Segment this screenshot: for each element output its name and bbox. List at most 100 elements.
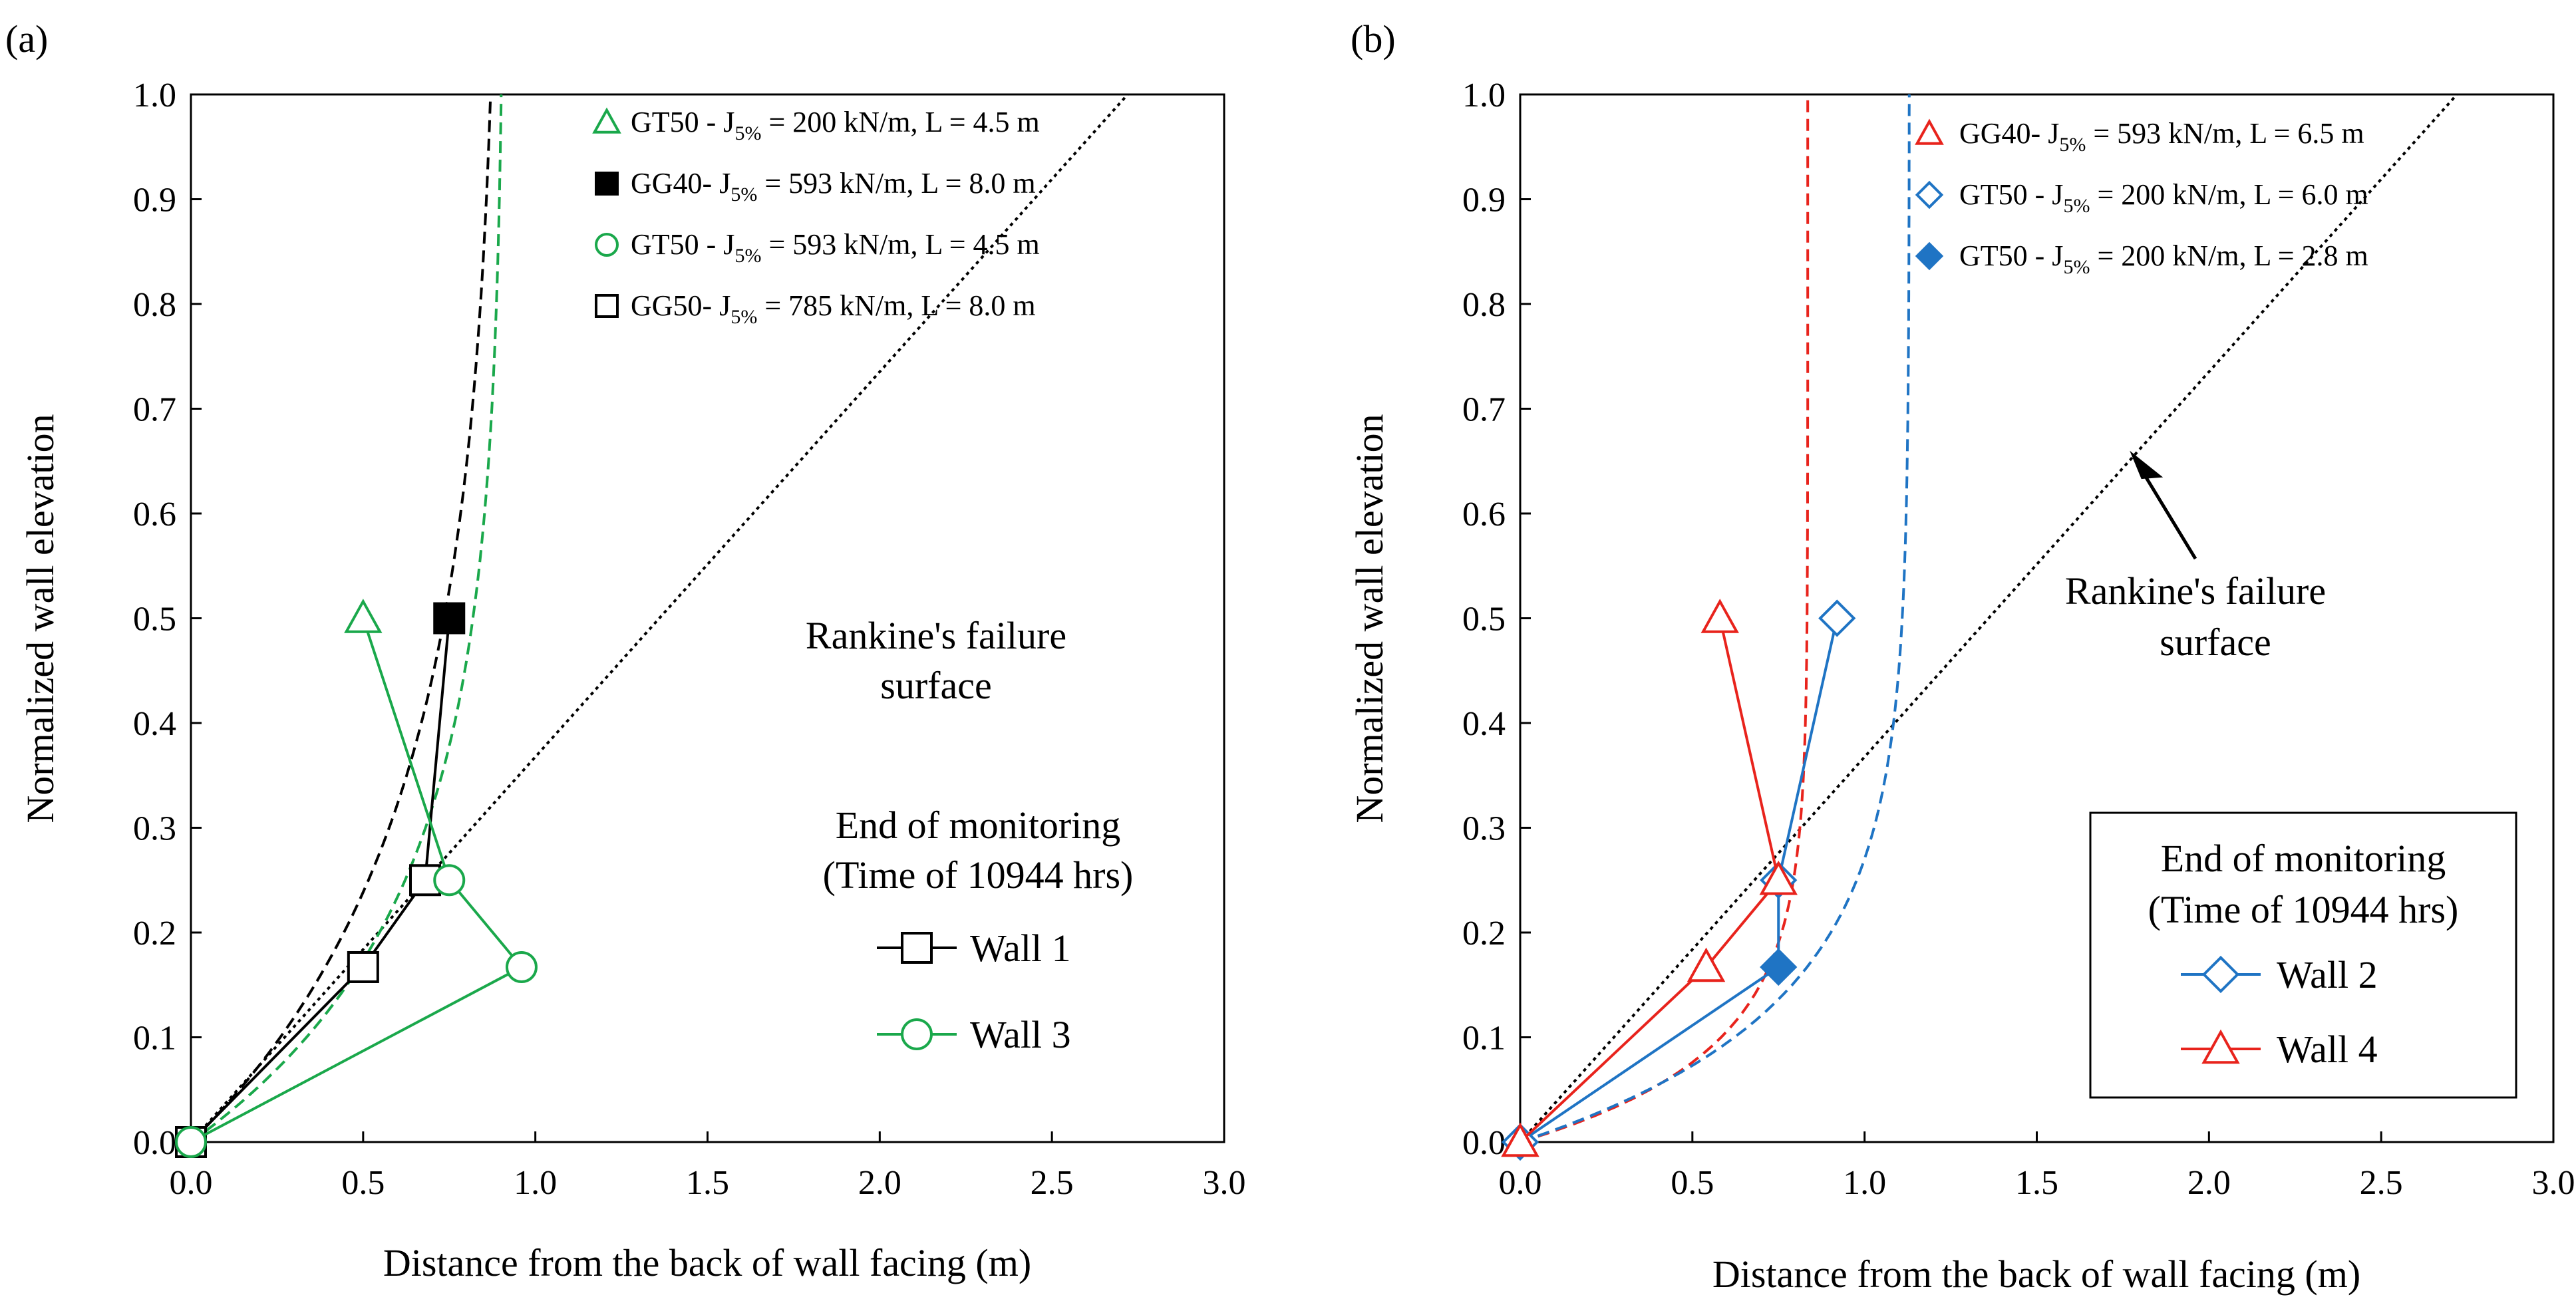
data-point-wall-3-1 bbox=[505, 950, 538, 983]
y-tick-label-0.1: 0.1 bbox=[1462, 1020, 1506, 1058]
panel-b-wall-legend-title-line2: (Time of 10944 hrs) bbox=[2148, 888, 2459, 931]
curve-rankine-s-failure-surface bbox=[1519, 93, 2458, 1143]
data-point-wall-2-1 bbox=[1760, 948, 1798, 986]
panel-a-wall-legend: Wall 1 Wall 3 bbox=[877, 927, 1071, 1056]
y-tick-label-0.6: 0.6 bbox=[1462, 496, 1506, 533]
wall-legend-marker-wall-4 bbox=[2201, 1029, 2240, 1064]
panel-b-y-axis-title: Normalized wall elevation bbox=[1348, 414, 1391, 823]
y-tick-label-1.0: 1.0 bbox=[1462, 76, 1506, 114]
panel-b-series bbox=[1501, 599, 1856, 1161]
data-point-wall-4-0 bbox=[1501, 1122, 1539, 1157]
y-tick-label-0.2: 0.2 bbox=[133, 915, 176, 952]
legend-marker-2 bbox=[1915, 241, 1944, 271]
x-tick-label-1.0: 1.0 bbox=[514, 1164, 557, 1202]
rankine-arrow-head bbox=[2130, 450, 2164, 480]
y-tick-label-0.5: 0.5 bbox=[1462, 601, 1506, 639]
y-tick-label-0.8: 0.8 bbox=[133, 286, 176, 324]
x-tick-label-2.5: 2.5 bbox=[2360, 1164, 2403, 1202]
panel-a-wall-legend-title-line2: (Time of 10944 hrs) bbox=[823, 853, 1134, 897]
data-point-wall-2-3 bbox=[1818, 599, 1856, 637]
panel-b-wall-legend: Wall 2 Wall 4 bbox=[2181, 953, 2378, 1071]
x-tick-label-1.0: 1.0 bbox=[1843, 1164, 1886, 1202]
curve-wall-4-trend bbox=[1520, 94, 1810, 1143]
legend-entry-2: GT50 - J5% = 593 kN/m, L = 4.5 m bbox=[631, 228, 1040, 267]
legend-entry-1: GG40- J5% = 593 kN/m, L = 8.0 m bbox=[631, 167, 1036, 206]
panel-b-label: (b) bbox=[1351, 17, 1396, 61]
x-tick-label-0.0: 0.0 bbox=[1499, 1164, 1542, 1202]
data-point-wall-1-1 bbox=[347, 950, 379, 983]
wall-legend-marker-wall-2 bbox=[2201, 955, 2240, 994]
panel-a-rankine-annotation-line2: surface bbox=[880, 664, 991, 707]
rankine-arrow bbox=[2130, 450, 2197, 560]
x-tick-label-2.0: 2.0 bbox=[858, 1164, 901, 1202]
data-point-wall-3-3 bbox=[344, 599, 383, 633]
y-tick-label-0.7: 0.7 bbox=[133, 391, 176, 429]
panel-b-reinforcement-legend: GG40- J5% = 593 kN/m, L = 6.5 m GT50 - J5… bbox=[1915, 117, 2368, 278]
wall-legend-label-wall-4: Wall 4 bbox=[2277, 1028, 2378, 1071]
y-tick-label-0.2: 0.2 bbox=[1462, 915, 1506, 952]
series-line-wall-1 bbox=[190, 618, 451, 1143]
panel-a-y-axis-title: Normalized wall elevation bbox=[19, 414, 62, 823]
y-tick-label-0.8: 0.8 bbox=[1462, 286, 1506, 324]
y-tick-label-0.0: 0.0 bbox=[133, 1124, 176, 1162]
panel-b-rankine-annotation-line1: Rankine's failure bbox=[2065, 569, 2326, 613]
x-tick-label-0.5: 0.5 bbox=[1671, 1164, 1714, 1202]
data-point-wall-4-2 bbox=[1759, 860, 1798, 895]
legend-entry-3: GG50- J5% = 785 kN/m, L = 8.0 m bbox=[631, 289, 1036, 328]
panel-a-y-ticks: 0.0 0.1 0.2 0.3 0.4 0.5 0.6 0.7 0.8 0.9 1.0 bbox=[133, 76, 202, 1162]
y-tick-label-0.4: 0.4 bbox=[1462, 705, 1506, 743]
y-tick-label-0.1: 0.1 bbox=[133, 1020, 176, 1058]
legend-entry-0: GT50 - J5% = 200 kN/m, L = 4.5 m bbox=[631, 106, 1040, 144]
series-line-wall-3 bbox=[190, 617, 524, 1143]
panel-b-curves bbox=[1519, 93, 2458, 1143]
x-tick-label-2.0: 2.0 bbox=[2187, 1164, 2231, 1202]
panel-b-rankine-annotation-line2: surface bbox=[2160, 621, 2271, 664]
y-tick-label-0.3: 0.3 bbox=[1462, 810, 1506, 848]
panel-b-x-ticks: 0.0 0.5 1.0 1.5 2.0 2.5 3.0 bbox=[1499, 1131, 2575, 1202]
wall-legend-label-wall-2: Wall 2 bbox=[2277, 953, 2378, 996]
x-tick-label-3.0: 3.0 bbox=[1203, 1164, 1246, 1202]
y-tick-label-1.0: 1.0 bbox=[133, 76, 176, 114]
data-point-wall-4-1 bbox=[1687, 947, 1726, 982]
panel-b-y-ticks: 0.0 0.1 0.2 0.3 0.4 0.5 0.6 0.7 0.8 0.9 1.0 bbox=[1462, 76, 1531, 1162]
y-tick-label-0.6: 0.6 bbox=[133, 496, 176, 533]
data-point-wall-3-0 bbox=[175, 1126, 207, 1158]
y-tick-label-0.9: 0.9 bbox=[1462, 182, 1506, 219]
legend-entry-1: GT50 - J5% = 200 kN/m, L = 6.0 m bbox=[1959, 178, 2368, 217]
curve-rankine-s-failure-surface bbox=[190, 93, 1129, 1143]
x-tick-label-3.0: 3.0 bbox=[2532, 1164, 2575, 1202]
legend-marker-0 bbox=[1915, 118, 1944, 145]
panel-b-wall-legend-title-line1: End of monitoring bbox=[2161, 837, 2446, 880]
curve-wall-2-trend bbox=[1520, 94, 1911, 1143]
wall-legend-marker-wall-1 bbox=[901, 932, 933, 964]
curve-wall-1-trend bbox=[190, 94, 492, 1143]
legend-marker-1 bbox=[595, 172, 619, 196]
series-line-wall-2 bbox=[1519, 618, 1839, 1143]
y-tick-label-0.5: 0.5 bbox=[133, 601, 176, 639]
x-tick-label-0.0: 0.0 bbox=[170, 1164, 213, 1202]
x-tick-label-0.5: 0.5 bbox=[341, 1164, 385, 1202]
y-tick-label-0.7: 0.7 bbox=[1462, 391, 1506, 429]
y-tick-label-0.4: 0.4 bbox=[133, 705, 176, 743]
x-tick-label-1.5: 1.5 bbox=[2015, 1164, 2058, 1202]
legend-entry-2: GT50 - J5% = 200 kN/m, L = 2.8 m bbox=[1959, 239, 2368, 278]
panel-a-rankine-annotation-line1: Rankine's failure bbox=[806, 614, 1066, 657]
panel-a-label: (a) bbox=[5, 17, 48, 61]
wall-legend-marker-wall-3 bbox=[901, 1018, 933, 1050]
panel-a-series bbox=[175, 599, 538, 1158]
panel-a: (a) 0.0 0.1 0.2 0.3 0.4 0.5 0.6 0.7 0.8 0.9 1.0 0.… bbox=[5, 17, 1246, 1284]
rankine-arrow-shaft bbox=[2137, 464, 2197, 560]
panel-b-wall-legend-box bbox=[2089, 811, 2517, 1099]
data-point-wall-3-2 bbox=[433, 864, 466, 897]
y-tick-label-0.9: 0.9 bbox=[133, 182, 176, 219]
legend-marker-1 bbox=[1915, 180, 1944, 210]
panel-a-reinforcement-legend: GT50 - J5% = 200 kN/m, L = 4.5 m GG40- J5… bbox=[592, 106, 1040, 328]
legend-marker-0 bbox=[592, 107, 621, 134]
legend-entry-0: GG40- J5% = 593 kN/m, L = 6.5 m bbox=[1959, 117, 2364, 156]
y-tick-label-0.0: 0.0 bbox=[1462, 1124, 1506, 1162]
data-point-wall-1-3 bbox=[433, 602, 466, 635]
panel-b: (b) 0.0 0.1 0.2 0.3 0.4 0.5 0.6 0.7 0.8 0.9 1.0 0.… bbox=[1348, 17, 2575, 1296]
series-line-wall-4 bbox=[1519, 618, 1780, 1143]
panel-b-x-axis-title: Distance from the back of wall facing (m… bbox=[1712, 1252, 2360, 1296]
